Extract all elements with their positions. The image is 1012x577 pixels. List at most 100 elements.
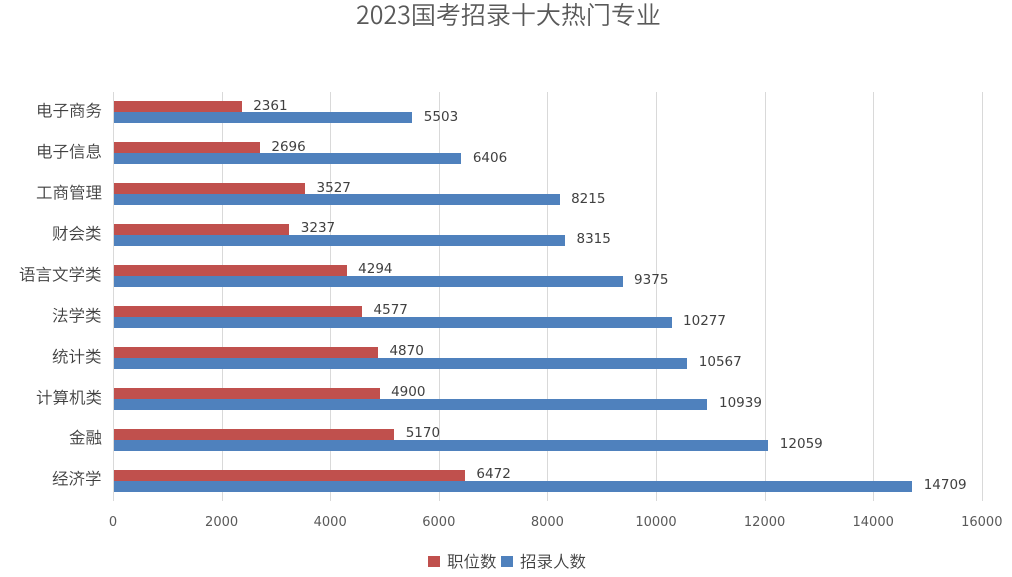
x-tick-label: 14000 (852, 514, 894, 530)
bar-positions[interactable] (113, 469, 465, 481)
category-label-text-path (52, 348, 101, 364)
x-tick-label: 10000 (635, 514, 677, 530)
category-label (52, 348, 102, 365)
category-label-text (37, 102, 101, 118)
bar-recruits[interactable] (113, 235, 565, 247)
bar-value-label: 9375 (634, 272, 669, 289)
bar-recruits[interactable] (113, 398, 708, 410)
gridline (981, 92, 983, 501)
category-label-text (69, 429, 101, 446)
category-label-text-path (36, 184, 101, 200)
bar-value-label: 3527 (316, 179, 351, 196)
bar-value-label: 8215 (571, 190, 606, 207)
category-label-text (37, 143, 101, 159)
bar-value-label: 12059 (779, 435, 823, 452)
bar-positions[interactable] (113, 387, 380, 399)
legend-item-recruits[interactable] (501, 553, 586, 570)
category-label-text (36, 389, 101, 405)
bar-value-label: 2361 (253, 97, 288, 114)
bar-value-label: 5170 (405, 424, 441, 441)
bar-value-label: 2696 (271, 138, 306, 155)
bar-positions[interactable] (113, 224, 290, 236)
chart-title (356, 2, 661, 31)
x-tick-label: 4000 (313, 514, 347, 530)
category-label (36, 184, 102, 201)
legend-label-text-path (520, 553, 586, 570)
bar-recruits[interactable] (113, 439, 769, 451)
category-label (19, 266, 102, 283)
chart-title-text-path (356, 2, 659, 26)
category-label-text-path (37, 102, 101, 118)
category-label (69, 429, 102, 446)
category-label-text-path (37, 143, 101, 159)
bar-value-label: 4900 (391, 384, 426, 400)
category-label-text (52, 470, 101, 487)
gridline (547, 92, 549, 501)
bar-positions[interactable] (113, 265, 347, 277)
legend-swatch (428, 555, 440, 568)
category-label-text-path (69, 429, 101, 446)
category-label-text-path (52, 470, 101, 487)
gridline (221, 92, 223, 501)
value-axis-line (113, 92, 114, 501)
gridline (656, 92, 657, 501)
category-label-text (19, 266, 101, 282)
legend-swatch (501, 555, 513, 568)
bar-value-label: 4870 (389, 343, 424, 360)
category-label-text (52, 307, 101, 323)
category-label-text-path (36, 389, 101, 405)
legend-label (520, 553, 586, 570)
bar-recruits[interactable] (113, 153, 462, 165)
bar-value-label: 4577 (373, 302, 408, 319)
bar-value-label: 10567 (698, 354, 742, 371)
legend-label (447, 553, 497, 570)
x-tick-label: 16000 (961, 514, 1003, 530)
bar-value-label: 10939 (718, 395, 762, 411)
bar-positions[interactable] (113, 142, 260, 154)
gridline (330, 92, 332, 501)
bar-recruits[interactable] (113, 194, 560, 206)
bar-value-label: 6472 (476, 465, 511, 482)
bar-recruits[interactable] (113, 357, 688, 369)
bar-value-label: 4294 (358, 261, 393, 278)
legend-label-text (520, 553, 586, 570)
bar-value-label: 3237 (300, 220, 336, 237)
x-tick-label: 8000 (530, 514, 564, 530)
category-label-text (52, 348, 101, 364)
bar-value-label: 14709 (923, 476, 967, 493)
category-label (36, 102, 102, 119)
gridline (873, 92, 875, 501)
x-tick-label: 12000 (743, 514, 786, 530)
bar-positions[interactable] (113, 428, 395, 440)
bar-positions[interactable] (113, 305, 363, 317)
bar-positions[interactable] (113, 101, 242, 113)
category-label (36, 389, 102, 406)
bar-value-label: 10277 (683, 313, 726, 330)
bar-recruits[interactable] (113, 112, 413, 124)
category-label (52, 470, 102, 487)
legend-label-text (447, 553, 496, 570)
category-label-text-path (52, 307, 101, 323)
category-label-text-path (52, 225, 101, 241)
x-tick-label: 0 (108, 514, 118, 530)
bar-value-label: 6406 (472, 149, 508, 166)
bar-recruits[interactable] (113, 276, 623, 288)
bar-recruits[interactable] (113, 480, 913, 492)
category-label (52, 307, 102, 324)
legend-item-positions[interactable] (428, 553, 496, 570)
category-label-text (52, 225, 101, 241)
bar-recruits[interactable] (113, 316, 672, 328)
gridline (438, 92, 440, 501)
legend-label-text-path (447, 553, 496, 570)
legend (428, 553, 586, 570)
category-label-text (36, 184, 101, 200)
gridline (764, 92, 766, 501)
category-label (36, 143, 102, 160)
bar-positions[interactable] (113, 183, 306, 195)
x-tick-label: 6000 (422, 514, 456, 530)
x-tick-label: 2000 (205, 514, 239, 530)
category-label-text-path (19, 266, 101, 282)
chart-title-text (356, 2, 659, 26)
bar-positions[interactable] (113, 346, 378, 358)
